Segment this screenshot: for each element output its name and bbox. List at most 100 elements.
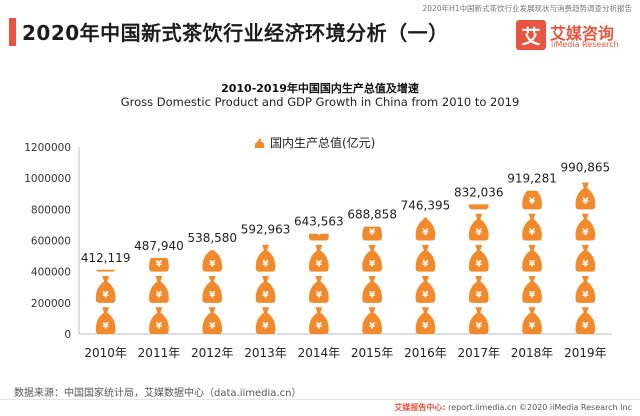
bar: ¥ ¥ ¥ (255, 244, 276, 334)
money-bag-icon: ¥ (202, 250, 223, 272)
money-bag-icon: ¥ (149, 257, 169, 272)
x-axis-labels: 2010年 2011年 2012年 2013年 2014年 2015年 2016年 2017年… (84, 346, 606, 360)
money-bag-icon: ¥ (522, 213, 542, 241)
y-axis-ticks: 0 200000 400000 600000 800000 1000000 1200000 (24, 142, 71, 341)
svg-text:¥: ¥ (422, 322, 429, 332)
svg-text:¥: ¥ (156, 259, 163, 269)
bar: ¥ ¥ ¥ ¥ (362, 226, 382, 334)
svg-text:¥: ¥ (582, 259, 589, 269)
logo-english-name: iiMedia Research (551, 40, 619, 49)
money-bag-icon: ¥ (362, 307, 382, 334)
svg-text:¥: ¥ (422, 228, 429, 238)
money-bag-icon: ¥ (468, 307, 489, 334)
svg-text:¥: ¥ (316, 259, 323, 269)
svg-text:¥: ¥ (529, 228, 536, 238)
bars-layer: ¥ ¥ ¥ ¥ ¥ ¥ ¥ ¥ ¥ ¥ ¥ ¥ ¥ ¥ ¥ ¥ ¥ ¥ ¥ ¥ ¥ ¥ ¥ ¥ ¥ ¥ ¥ ¥ ¥ ¥ ¥ ¥ ¥ ¥ ¥ ¥ ¥ ¥ ¥ (95, 182, 596, 334)
money-bag-icon: ¥ (309, 276, 329, 303)
svg-text:¥: ¥ (476, 259, 483, 269)
data-label: 746,395 (401, 199, 451, 213)
money-bag-icon: ¥ (255, 307, 276, 334)
money-bag-icon: ¥ (255, 276, 276, 303)
svg-text:¥: ¥ (582, 228, 589, 238)
svg-text:¥: ¥ (103, 290, 110, 300)
money-bag-icon: ¥ (468, 213, 489, 241)
data-label: 832,036 (454, 185, 504, 199)
data-label: 643,563 (294, 215, 344, 229)
money-bag-icon: ¥ (575, 182, 596, 210)
money-bag-icon: ¥ (309, 244, 329, 272)
money-bag-icon: ¥ (468, 276, 489, 303)
y-tick-label: 1000000 (24, 173, 71, 185)
footer-divider (0, 399, 640, 400)
x-tick-label: 2010年 (84, 346, 127, 360)
money-bag-icon: ¥ (415, 276, 436, 303)
chart-subtitle: Gross Domestic Product and GDP Growth in… (120, 95, 520, 109)
money-bag-icon: ¥ (575, 213, 596, 241)
svg-text:¥: ¥ (582, 290, 589, 300)
x-tick-label: 2012年 (191, 346, 234, 360)
money-bag-icon: ¥ (522, 307, 542, 334)
svg-text:¥: ¥ (316, 290, 323, 300)
x-tick-label: 2016年 (404, 346, 447, 360)
bar: ¥ ¥ ¥ (202, 250, 223, 334)
money-bag-icon: ¥ (575, 244, 596, 272)
svg-text:¥: ¥ (262, 259, 269, 269)
money-bag-icon: ¥ (575, 307, 596, 334)
y-tick-label: 800000 (31, 204, 71, 216)
svg-text:¥: ¥ (582, 322, 589, 332)
data-source-note: 数据来源：中国国家统计局，艾媒数据中心（data.iimedia.cn） (14, 388, 302, 399)
data-label: 538,580 (187, 231, 237, 245)
svg-text:¥: ¥ (262, 290, 269, 300)
svg-text:¥: ¥ (422, 259, 429, 269)
bar: ¥ ¥ ¥ ¥ (415, 217, 436, 334)
money-bag-icon: ¥ (149, 276, 169, 303)
data-label: 688,858 (347, 208, 397, 222)
svg-text:¥: ¥ (476, 197, 483, 207)
x-tick-label: 2019年 (564, 346, 607, 360)
title-accent-bar (9, 18, 16, 46)
money-bag-icon: ¥ (95, 276, 116, 303)
money-bag-icon: ¥ (415, 217, 436, 241)
data-label: 919,281 (507, 172, 557, 186)
page-title: 2020年中国新式茶饮行业经济环境分析（一） (22, 21, 449, 45)
y-tick-label: 400000 (31, 267, 71, 279)
x-tick-label: 2017年 (457, 346, 500, 360)
svg-text:¥: ¥ (529, 322, 536, 332)
bar: ¥ ¥ ¥ ¥ ¥ (522, 190, 542, 334)
x-tick-label: 2015年 (351, 346, 394, 360)
bar: ¥ ¥ ¥ (149, 257, 169, 334)
money-bag-icon: ¥ (522, 276, 542, 303)
data-label: 412,119 (81, 251, 131, 265)
money-bag-icon: ¥ (255, 244, 276, 272)
svg-text:¥: ¥ (529, 197, 536, 207)
y-tick-label: 200000 (31, 298, 71, 310)
y-tick-label: 600000 (31, 236, 71, 248)
chart-title: 2010-2019年中国国内生产总值及增速 (221, 82, 419, 95)
money-bag-icon: ¥ (95, 307, 116, 334)
money-bag-icon: ¥ (468, 244, 489, 272)
svg-text:¥: ¥ (209, 259, 216, 269)
chart-legend: 国内生产总值(亿元) (254, 135, 375, 150)
money-bag-icon: ¥ (309, 228, 329, 241)
money-bag-icon: ¥ (415, 307, 436, 334)
money-bag-icon: ¥ (362, 226, 382, 241)
x-tick-label: 2011年 (138, 346, 181, 360)
iimedia-logo: 艾 艾媒咨询 iiMedia Research (516, 20, 636, 54)
footer-copyright: 艾媒报告中心: report.iimedia.cn ©2020 iiMedia … (394, 402, 632, 413)
x-tick-label: 2014年 (298, 346, 341, 360)
svg-text:¥: ¥ (476, 322, 483, 332)
x-tick-label: 2013年 (244, 346, 287, 360)
data-label: 990,865 (561, 161, 611, 175)
bar: ¥ ¥ ¥ ¥ ¥ (575, 182, 596, 334)
svg-text:¥: ¥ (422, 290, 429, 300)
svg-text:¥: ¥ (582, 197, 589, 207)
money-bag-icon: ¥ (202, 307, 223, 334)
money-bag-icon: ¥ (415, 244, 436, 272)
svg-text:¥: ¥ (156, 322, 163, 332)
svg-text:¥: ¥ (369, 290, 376, 300)
report-title-line: 2020年H1中国新式茶饮行业发展现状与消费趋势调查分析报告 (422, 4, 633, 13)
svg-text:¥: ¥ (316, 228, 323, 238)
svg-text:¥: ¥ (262, 322, 269, 332)
svg-text:¥: ¥ (369, 259, 376, 269)
